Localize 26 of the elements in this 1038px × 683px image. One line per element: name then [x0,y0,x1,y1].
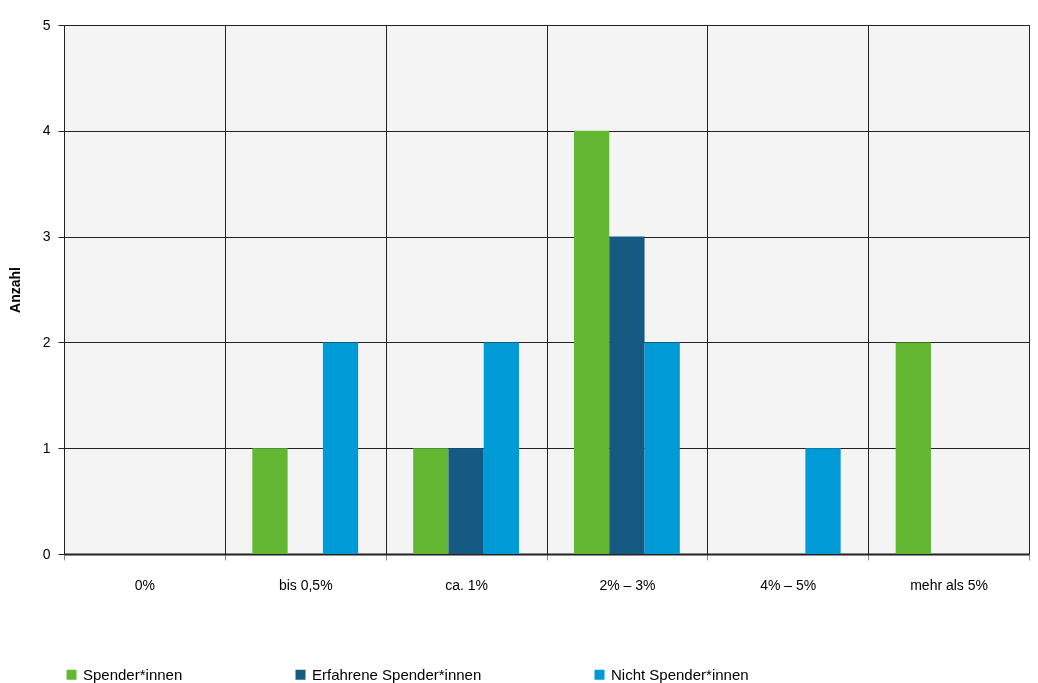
legend-label: Nicht Spender*innen [611,665,749,683]
x-tick-label: mehr als 5% [910,576,988,593]
legend-label: Spender*innen [83,665,183,683]
y-tick-label: 5 [42,16,51,33]
bar [805,448,841,554]
bar [448,448,484,554]
x-tick-label: 4% – 5% [760,576,817,593]
y-tick-label: 1 [42,439,51,456]
bar [413,448,449,554]
y-tick-label: 2 [42,333,51,350]
y-tick-label: 0 [42,545,51,562]
bar [895,342,931,554]
x-tick-label: 2% – 3% [599,576,656,593]
bar [252,448,288,554]
x-tick-label: 0% [134,576,156,593]
bar [609,236,645,554]
y-tick-label: 3 [42,228,51,245]
bar [483,342,519,554]
y-axis-title: Anzahl [6,267,23,313]
bar [574,130,610,554]
x-tick-label: ca. 1% [445,576,488,593]
legend-label: Erfahrene Spender*innen [312,665,482,683]
bar [644,342,680,554]
bar [322,342,359,554]
x-tick-label: bis 0,5% [278,576,333,593]
y-tick-label: 4 [42,122,51,139]
